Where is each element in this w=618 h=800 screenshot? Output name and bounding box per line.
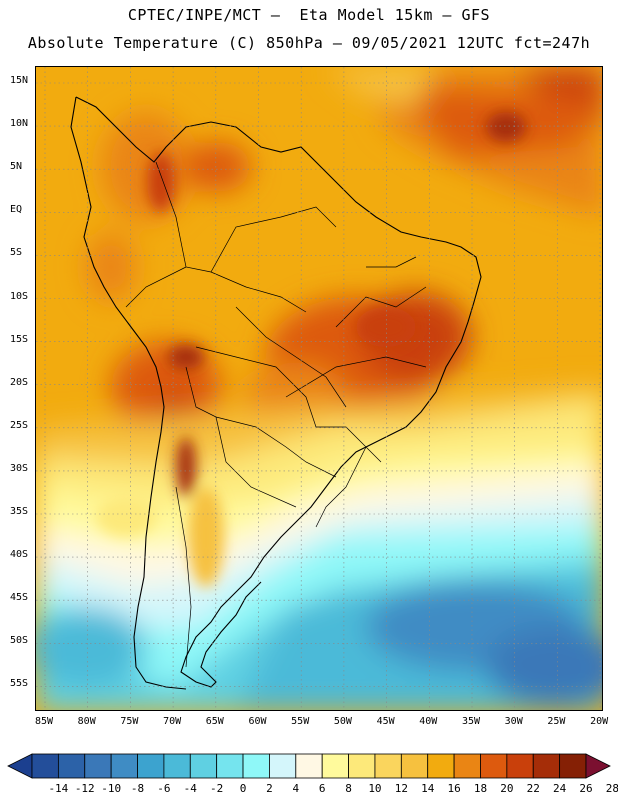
- colorbar-swatch: [374, 753, 402, 779]
- colorbar-max-arrow: [585, 753, 611, 779]
- colorbar-tick-label: -14: [48, 782, 69, 795]
- lat-label: 50S: [10, 635, 29, 647]
- lat-label: 35S: [10, 506, 29, 517]
- lat-label: 10N: [10, 118, 29, 130]
- lat-label: 15N: [10, 75, 29, 86]
- temperature-field: [36, 67, 602, 710]
- colorbar-swatch: [453, 753, 481, 779]
- colorbar-tick-label: 8: [345, 782, 352, 795]
- lon-label: 60W: [248, 716, 267, 727]
- colorbar-tick-label: -4: [183, 782, 197, 795]
- lon-label: 50W: [333, 716, 352, 727]
- colorbar-tick-label: -2: [210, 782, 224, 795]
- lon-label: 70W: [163, 716, 182, 727]
- colorbar-swatch: [242, 753, 270, 779]
- coastline: [70, 96, 482, 690]
- map-title: CPTEC/INPE/MCT – Eta Model 15km – GFS: [127, 6, 491, 24]
- colorbar-swatch: [216, 753, 244, 779]
- colorbar-tick-label: 16: [447, 782, 461, 795]
- colorbar-swatch: [348, 753, 376, 779]
- colorbar-swatch: [84, 753, 112, 779]
- colorbar-tick-label: 0: [239, 782, 247, 795]
- colorbar-tick-label: 4: [292, 782, 300, 795]
- lon-label: 55W: [291, 716, 310, 727]
- colorbar-swatch: [110, 753, 138, 779]
- colorbar-swatch: [57, 753, 86, 779]
- colorbar-tick-label: -6: [157, 782, 171, 795]
- colorbar-tick-label: 12: [394, 782, 408, 795]
- lon-label: 25W: [547, 716, 566, 727]
- colorbar-tick-label: -12: [74, 782, 95, 795]
- colorbar-tick-label: 6: [318, 782, 326, 795]
- colorbar-tick-label: 26: [579, 782, 593, 795]
- colorbar-tick-label: -10: [101, 782, 122, 795]
- colorbar-swatch: [427, 753, 455, 779]
- lon-label: 85W: [34, 716, 54, 727]
- colorbar-tick-label: 20: [500, 782, 514, 795]
- colorbar-swatch: [31, 753, 59, 779]
- lat-label: 10S: [10, 290, 29, 302]
- colorbar-swatch: [137, 753, 165, 779]
- colorbar-swatch: [163, 753, 191, 779]
- colorbar-swatch: [321, 753, 349, 779]
- borders: [125, 161, 427, 668]
- lat-label: 45S: [10, 592, 29, 604]
- colorbar-tick-label: 28: [605, 782, 618, 795]
- lon-label: 45W: [376, 716, 395, 727]
- lat-label: 5N: [10, 161, 23, 173]
- colorbar-tick-label: 24: [552, 782, 567, 795]
- colorbar-tick-label: 22: [526, 782, 540, 795]
- lon-label: 30W: [504, 716, 523, 727]
- lat-label: 5S: [10, 247, 23, 259]
- map-canvas: [36, 67, 602, 710]
- lat-label: 20S: [10, 376, 29, 388]
- colorbar-swatch: [480, 753, 508, 779]
- colorbar-swatch: [269, 753, 297, 779]
- colorbar-tick-label: -8: [130, 782, 145, 795]
- temperature-detail: [96, 112, 526, 587]
- lat-label: 15S: [10, 333, 29, 345]
- colorbar-tick-label: 10: [368, 782, 382, 795]
- map-subtitle: Absolute Temperature (C) 850hPa – 09/05/…: [27, 34, 591, 52]
- temperature-map: [35, 66, 603, 711]
- colorbar-min-arrow: [7, 753, 33, 779]
- colorbar-swatch: [189, 753, 218, 779]
- colorbar-swatch: [295, 753, 323, 779]
- colorbar-swatch: [559, 753, 587, 779]
- lon-label: 40W: [419, 716, 438, 727]
- lat-label: 25S: [10, 419, 29, 431]
- lon-label: 80W: [77, 716, 96, 727]
- lat-label: 40S: [10, 549, 29, 561]
- colorbar-tick-label: 14: [421, 782, 435, 795]
- lat-label: 30S: [10, 462, 29, 474]
- colorbar-swatch: [532, 753, 561, 779]
- lon-label: 75W: [120, 716, 139, 727]
- colorbar: [7, 753, 611, 779]
- lon-label: 65W: [205, 716, 224, 727]
- lat-label: 55S: [10, 678, 29, 690]
- colorbar-tick-label: 18: [473, 782, 488, 795]
- colorbar-swatch: [400, 753, 429, 779]
- lon-label: 35W: [461, 716, 481, 727]
- colorbar-tick-label: 2: [266, 782, 273, 795]
- lat-label: EQ: [10, 204, 23, 216]
- graticule: [36, 67, 602, 710]
- lon-label: 20W: [590, 716, 609, 727]
- colorbar-swatch: [506, 753, 534, 779]
